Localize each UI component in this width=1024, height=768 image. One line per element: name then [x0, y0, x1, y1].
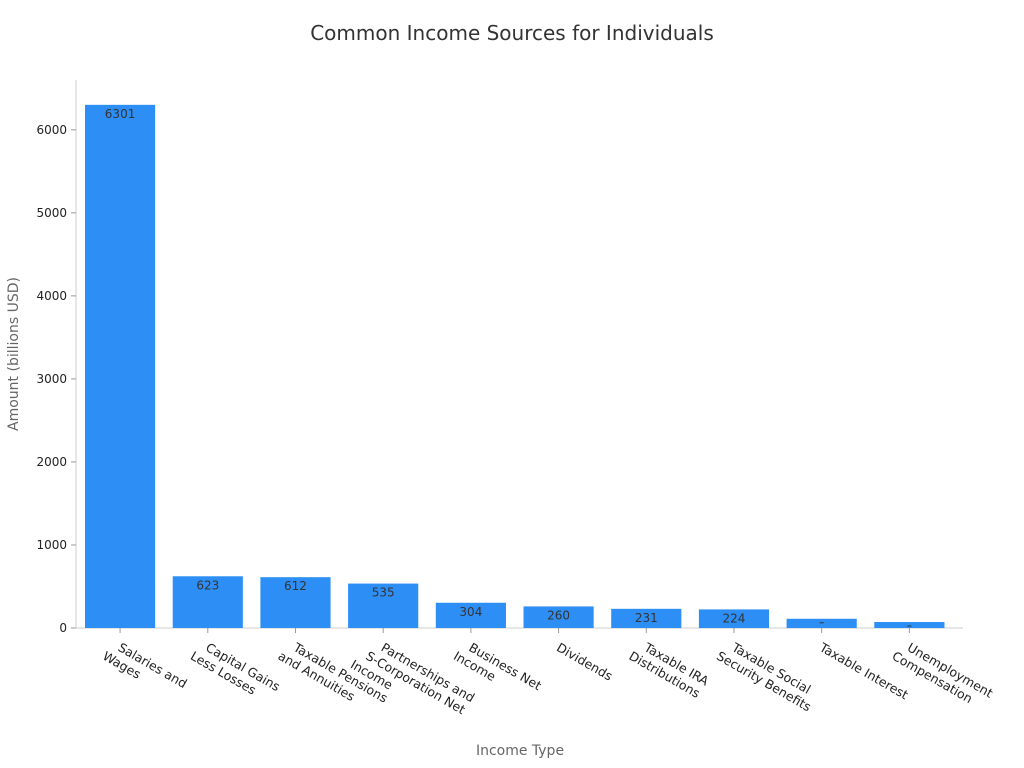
bar-value-label-3: 535: [372, 586, 395, 600]
y-tick-label-6: 6000: [36, 123, 67, 137]
y-tick-label-4: 4000: [36, 289, 67, 303]
bar-value-label-6: 231: [635, 611, 658, 625]
bar-value-label-7: 224: [723, 611, 746, 625]
x-tick-label-line: Dividends: [554, 640, 615, 684]
x-tick-label-5: Dividends: [554, 640, 615, 684]
x-tick-label-7: Taxable SocialSecurity Benefits: [714, 635, 821, 714]
x-tick-label-9: UnemploymentCompensation: [890, 635, 996, 714]
bar-8: [786, 618, 857, 628]
y-axis-title: Amount (billions USD): [6, 277, 22, 431]
x-tick-label-1: Capital GainsLess Losses: [188, 635, 283, 707]
y-tick-label-1: 1000: [36, 538, 67, 552]
y-axis-ticks: 0 1000 2000 3000 4000 5000 6000: [36, 123, 76, 635]
x-tick-label-0: Salaries andWages: [100, 635, 190, 704]
bar-value-label-1: 623: [196, 578, 219, 592]
bar-value-label-4: 304: [459, 605, 482, 619]
chart-title: Common Income Sources for Individuals: [310, 21, 714, 45]
bar-2: [260, 577, 331, 628]
bar-7: [698, 609, 770, 628]
bar-5: [523, 606, 594, 628]
bars-group: 6301 623 612 535 304 260 231 224: [85, 104, 945, 629]
bar-value-label-0: 6301: [105, 107, 136, 121]
y-tick-label-0: 0: [59, 621, 67, 635]
bar-value-label-2: 612: [284, 579, 307, 593]
x-axis-title: Income Type: [476, 743, 564, 759]
x-axis-tick-labels: Salaries andWages Capital GainsLess Losse…: [100, 628, 996, 717]
bar-3: [348, 583, 419, 628]
bar-value-label-5: 260: [547, 608, 570, 622]
bar-4: [435, 602, 506, 628]
bar-0: [85, 104, 156, 629]
y-tick-label-5: 5000: [36, 206, 67, 220]
x-tick-label-6: Taxable IRADistributions: [626, 635, 711, 702]
bar-1: [172, 576, 243, 628]
y-tick-label-3: 3000: [36, 372, 67, 386]
y-tick-label-2: 2000: [36, 455, 67, 469]
bar-9: [874, 622, 945, 628]
bar-6: [611, 608, 682, 628]
